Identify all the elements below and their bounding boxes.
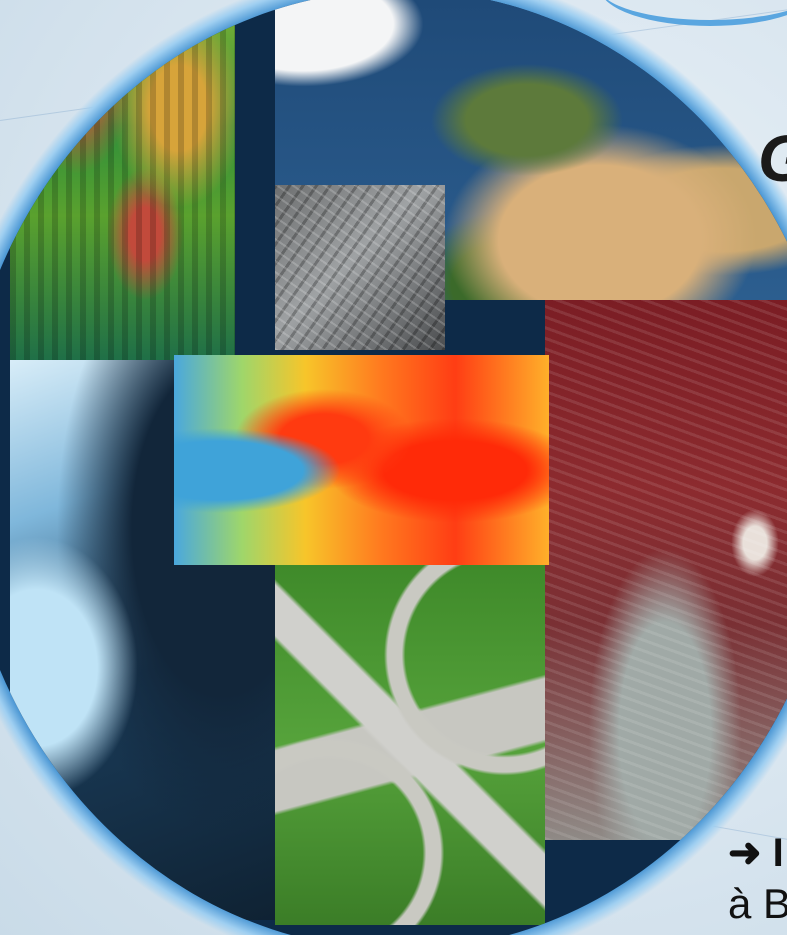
title-fragment: G <box>758 120 787 196</box>
elevation-map-tile <box>174 355 549 565</box>
false-color-satellite-tile <box>545 300 787 840</box>
highway-interchange-tile <box>275 565 545 925</box>
caption-fragment: à B <box>728 880 787 927</box>
lidar-terrain-tile <box>10 0 235 360</box>
aerial-city-tile <box>275 185 445 350</box>
arrow-text: ➜ I <box>728 831 784 875</box>
